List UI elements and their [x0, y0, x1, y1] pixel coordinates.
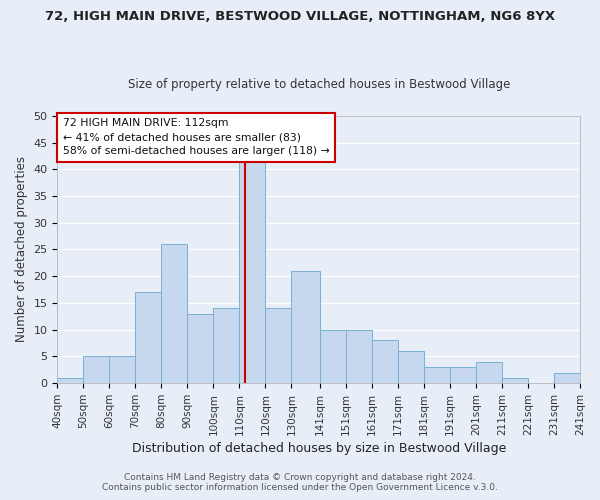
Bar [239, 158, 265, 383]
Bar [265, 308, 292, 383]
Bar [161, 244, 187, 383]
Bar [136, 292, 161, 383]
Bar [346, 330, 372, 383]
Bar [424, 367, 450, 383]
Bar [502, 378, 528, 383]
Bar [320, 330, 346, 383]
Bar [554, 372, 580, 383]
Bar [58, 378, 83, 383]
Y-axis label: Number of detached properties: Number of detached properties [15, 156, 28, 342]
Bar [372, 340, 398, 383]
X-axis label: Distribution of detached houses by size in Bestwood Village: Distribution of detached houses by size … [131, 442, 506, 455]
Bar [450, 367, 476, 383]
Text: Contains HM Land Registry data © Crown copyright and database right 2024.
Contai: Contains HM Land Registry data © Crown c… [102, 473, 498, 492]
Bar [187, 314, 214, 383]
Text: 72 HIGH MAIN DRIVE: 112sqm
← 41% of detached houses are smaller (83)
58% of semi: 72 HIGH MAIN DRIVE: 112sqm ← 41% of deta… [62, 118, 329, 156]
Bar [476, 362, 502, 383]
Bar [83, 356, 109, 383]
Bar [398, 351, 424, 383]
Title: Size of property relative to detached houses in Bestwood Village: Size of property relative to detached ho… [128, 78, 510, 91]
Bar [109, 356, 136, 383]
Bar [214, 308, 239, 383]
Bar [292, 271, 320, 383]
Text: 72, HIGH MAIN DRIVE, BESTWOOD VILLAGE, NOTTINGHAM, NG6 8YX: 72, HIGH MAIN DRIVE, BESTWOOD VILLAGE, N… [45, 10, 555, 23]
